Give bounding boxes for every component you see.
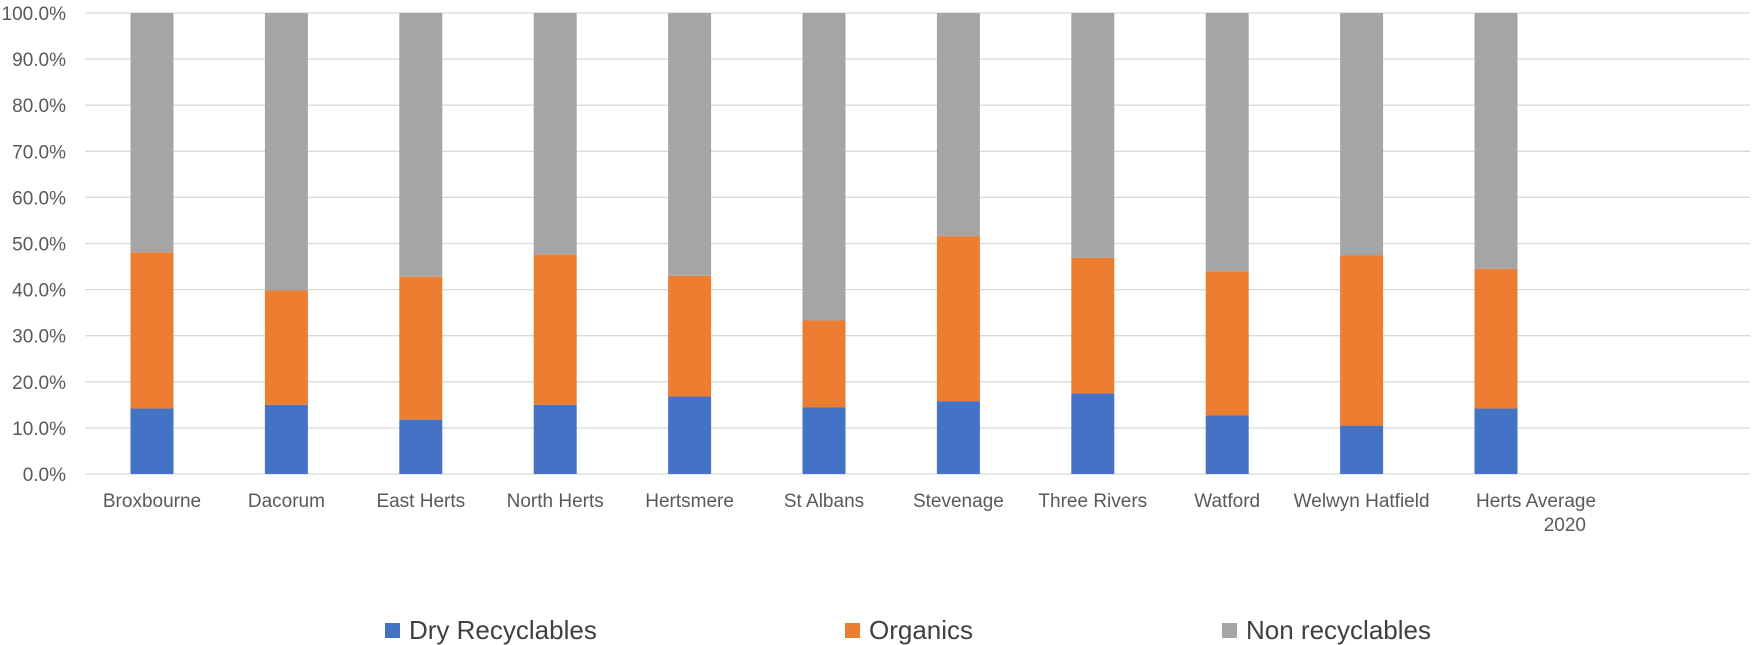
y-tick-label: 90.0% xyxy=(12,50,66,71)
bar-non-recyclables xyxy=(264,13,308,291)
y-tick-label: 50.0% xyxy=(12,235,66,256)
bar-organics xyxy=(399,276,443,420)
bar-non-recyclables xyxy=(130,13,174,253)
bar-non-recyclables xyxy=(1340,13,1384,256)
y-axis-tick-labels: 0.0% 10.0% 20.0% 30.0% 40.0% 50.0% 60.0% 70.0% 8… xyxy=(2,4,67,486)
x-tick-label: East Herts xyxy=(376,491,465,512)
bar-dry-recyclables xyxy=(802,407,846,474)
x-tick-label: North Herts xyxy=(507,491,604,512)
bar-non-recyclables xyxy=(1474,13,1518,269)
x-axis-category-labels: Broxbourne Dacorum East Herts North Herts He… xyxy=(103,491,1596,536)
gridlines xyxy=(85,12,1750,475)
bar-organics xyxy=(802,320,846,408)
x-tick-label: Dacorum xyxy=(248,491,325,512)
x-tick-label: Broxbourne xyxy=(103,491,201,512)
legend-label: Organics xyxy=(869,615,973,645)
y-tick-label: 80.0% xyxy=(12,96,66,117)
bar-dry-recyclables xyxy=(936,401,980,474)
x-tick-label: St Albans xyxy=(784,491,864,512)
y-tick-label: 100.0% xyxy=(2,4,67,25)
y-tick-label: 40.0% xyxy=(12,281,66,302)
bar-dry-recyclables xyxy=(1340,425,1384,474)
legend-label: Dry Recyclables xyxy=(409,615,597,645)
bar-organics xyxy=(1205,271,1249,416)
legend-swatch xyxy=(1222,623,1237,638)
legend: Dry Recyclables Organics Non recyclables xyxy=(385,615,1431,645)
bar-organics xyxy=(130,252,174,409)
x-tick-label: Herts Average 2020 xyxy=(1476,491,1596,536)
y-tick-label: 60.0% xyxy=(12,188,66,209)
bar-dry-recyclables xyxy=(1071,393,1115,474)
bar-organics xyxy=(668,275,712,397)
bar-organics xyxy=(1340,255,1384,426)
bar-non-recyclables xyxy=(668,13,712,276)
x-tick-label: Watford xyxy=(1194,491,1260,512)
bar-non-recyclables xyxy=(533,13,577,255)
bar-non-recyclables xyxy=(1205,13,1249,272)
legend-label: Non recyclables xyxy=(1246,615,1431,645)
x-tick-label: Three Rivers xyxy=(1038,491,1147,512)
bar-organics xyxy=(1071,257,1115,394)
bar-dry-recyclables xyxy=(1474,408,1518,474)
bar-organics xyxy=(264,290,308,405)
bar-organics xyxy=(936,236,980,402)
y-tick-label: 70.0% xyxy=(12,142,66,163)
bar-dry-recyclables xyxy=(264,404,308,474)
y-tick-label: 30.0% xyxy=(12,327,66,348)
bar-dry-recyclables xyxy=(399,419,443,474)
bar-organics xyxy=(533,254,577,405)
bar-non-recyclables xyxy=(1071,13,1115,258)
bar-dry-recyclables xyxy=(668,396,712,474)
bar-dry-recyclables xyxy=(1205,415,1249,474)
bar-non-recyclables xyxy=(399,13,443,277)
bar-dry-recyclables xyxy=(533,404,577,474)
bar-dry-recyclables xyxy=(130,408,174,474)
x-tick-label: Welwyn Hatfield xyxy=(1294,491,1430,512)
bar-organics xyxy=(1474,268,1518,409)
legend-swatch xyxy=(845,623,860,638)
y-tick-label: 20.0% xyxy=(12,373,66,394)
x-tick-label: Stevenage xyxy=(913,491,1004,512)
y-tick-label: 0.0% xyxy=(23,465,66,486)
bars xyxy=(130,13,1518,474)
x-tick-label: Hertsmere xyxy=(645,491,734,512)
y-tick-label: 10.0% xyxy=(12,419,66,440)
bar-non-recyclables xyxy=(936,13,980,237)
bar-non-recyclables xyxy=(802,13,846,321)
legend-swatch xyxy=(385,623,400,638)
